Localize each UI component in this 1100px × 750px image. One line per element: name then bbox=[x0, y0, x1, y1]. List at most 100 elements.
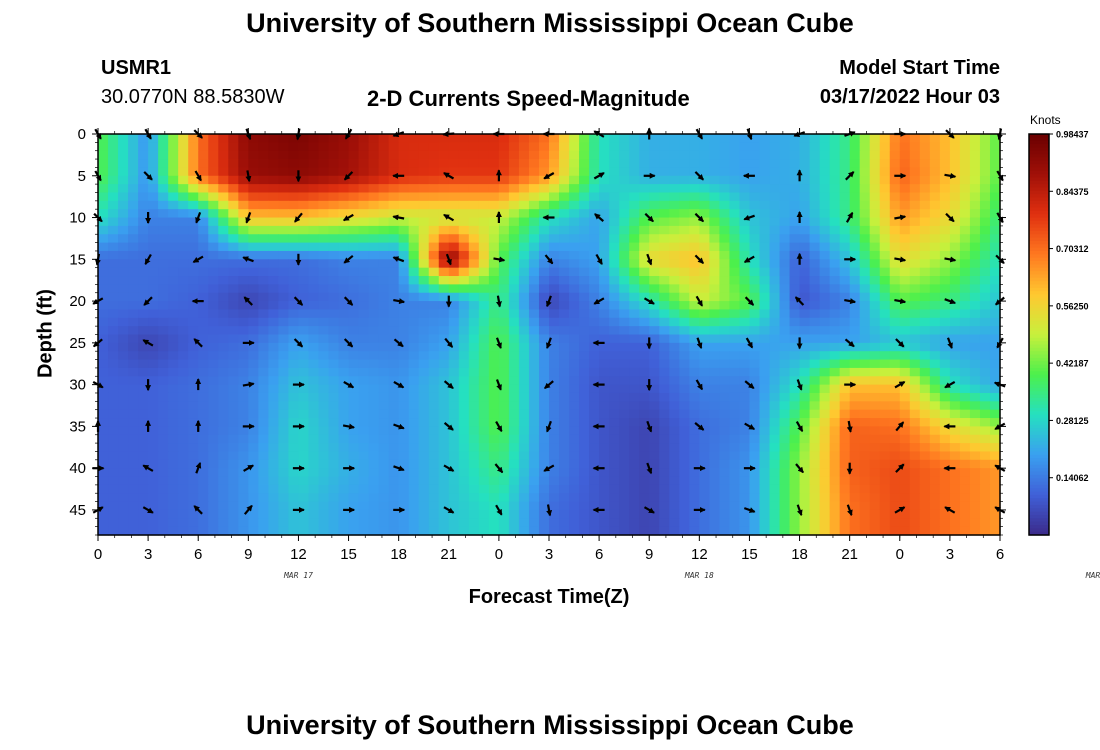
heatmap-cell bbox=[348, 409, 360, 419]
heatmap-cell bbox=[448, 376, 460, 386]
heatmap-cell bbox=[268, 468, 279, 478]
heatmap-cell bbox=[609, 459, 620, 469]
heatmap-cell bbox=[238, 326, 249, 336]
heatmap-cell bbox=[498, 434, 510, 444]
heatmap-cell bbox=[478, 384, 490, 394]
heatmap-cell bbox=[248, 526, 259, 536]
heatmap-cell bbox=[158, 225, 169, 235]
heatmap-cell bbox=[198, 334, 209, 344]
heatmap-cell bbox=[589, 468, 600, 478]
heatmap-cell bbox=[819, 526, 831, 536]
heatmap-cell bbox=[749, 501, 761, 511]
heatmap-cell bbox=[859, 267, 871, 277]
current-vector bbox=[643, 506, 655, 514]
heatmap-cell bbox=[899, 184, 911, 194]
heatmap-cell bbox=[649, 225, 660, 235]
heatmap-cell bbox=[488, 384, 500, 394]
heatmap-cell bbox=[609, 159, 620, 169]
colorbar-segment bbox=[1029, 484, 1049, 489]
heatmap-cell bbox=[789, 276, 801, 285]
heatmap-cell bbox=[308, 150, 320, 160]
heatmap-cell bbox=[98, 142, 109, 152]
heatmap-cell bbox=[849, 392, 861, 402]
heatmap-cell bbox=[468, 409, 480, 419]
heatmap-cell bbox=[158, 242, 169, 252]
heatmap-cell bbox=[579, 451, 590, 461]
heatmap-cell bbox=[569, 159, 580, 169]
heatmap-cell bbox=[689, 401, 700, 411]
heatmap-cell bbox=[929, 309, 941, 319]
heatmap-cell bbox=[629, 217, 640, 227]
heatmap-cell bbox=[739, 184, 751, 194]
heatmap-cell bbox=[599, 476, 610, 486]
heatmap-cell bbox=[619, 150, 630, 160]
heatmap-cell bbox=[979, 509, 991, 519]
y-tick-label: 10 bbox=[69, 210, 86, 227]
heatmap-cell bbox=[859, 351, 871, 361]
heatmap-cell bbox=[198, 418, 209, 427]
heatmap-cell bbox=[328, 384, 340, 394]
heatmap-cell bbox=[258, 418, 269, 427]
heatmap-cell bbox=[528, 392, 540, 402]
heatmap-cell bbox=[148, 434, 159, 444]
heatmap-cell bbox=[609, 276, 620, 285]
heatmap-cell bbox=[779, 509, 791, 519]
heatmap-cell bbox=[508, 317, 520, 327]
heatmap-cell bbox=[989, 225, 1001, 235]
heatmap-cell bbox=[549, 367, 560, 377]
heatmap-cell bbox=[208, 384, 219, 394]
heatmap-cell bbox=[789, 509, 801, 519]
heatmap-cell bbox=[549, 267, 560, 277]
heatmap-cell bbox=[398, 418, 410, 427]
heatmap-cell bbox=[488, 526, 500, 536]
heatmap-cell bbox=[428, 309, 440, 319]
heatmap-cell bbox=[589, 367, 600, 377]
heatmap-cell bbox=[298, 317, 310, 327]
heatmap-cell bbox=[759, 134, 771, 143]
heatmap-cell bbox=[939, 468, 951, 478]
heatmap-cell bbox=[959, 225, 971, 235]
heatmap-cell bbox=[719, 134, 730, 143]
heatmap-cell bbox=[228, 468, 239, 478]
heatmap-cell bbox=[288, 426, 300, 436]
heatmap-cell bbox=[739, 209, 751, 219]
colorbar-segment bbox=[1029, 194, 1049, 199]
heatmap-cell bbox=[358, 309, 370, 319]
heatmap-cell bbox=[759, 301, 771, 311]
heatmap-cell bbox=[218, 509, 229, 519]
heatmap-cell bbox=[869, 376, 881, 386]
heatmap-cell bbox=[308, 142, 320, 152]
heatmap-cell bbox=[468, 518, 480, 528]
heatmap-cell bbox=[418, 234, 430, 244]
heatmap-cell bbox=[238, 376, 249, 386]
heatmap-cell bbox=[789, 401, 801, 411]
heatmap-cell bbox=[288, 476, 300, 486]
heatmap-cell bbox=[328, 426, 340, 436]
heatmap-cell bbox=[148, 317, 159, 327]
heatmap-cell bbox=[338, 234, 350, 244]
heatmap-cell bbox=[138, 409, 149, 419]
heatmap-cell bbox=[318, 351, 330, 361]
heatmap-cell bbox=[178, 225, 189, 235]
heatmap-cell bbox=[248, 167, 259, 177]
heatmap-cell bbox=[629, 426, 640, 436]
heatmap-cell bbox=[148, 200, 159, 210]
heatmap-cell bbox=[498, 192, 510, 202]
heatmap-cell bbox=[378, 200, 390, 210]
heatmap-cell bbox=[348, 334, 360, 344]
heatmap-cell bbox=[579, 493, 590, 503]
heatmap-cell bbox=[258, 301, 269, 311]
current-vector bbox=[895, 338, 905, 348]
heatmap-cell bbox=[268, 443, 279, 453]
heatmap-cell bbox=[508, 384, 520, 394]
heatmap-cell bbox=[699, 159, 710, 169]
heatmap-cell bbox=[789, 476, 801, 486]
heatmap-cell bbox=[128, 459, 139, 469]
heatmap-cell bbox=[298, 142, 310, 152]
heatmap-cell bbox=[859, 476, 871, 486]
heatmap-cell bbox=[238, 476, 249, 486]
heatmap-cell bbox=[538, 384, 550, 394]
heatmap-cell bbox=[138, 184, 149, 194]
heatmap-cell bbox=[378, 518, 390, 528]
heatmap-cell bbox=[458, 334, 470, 344]
